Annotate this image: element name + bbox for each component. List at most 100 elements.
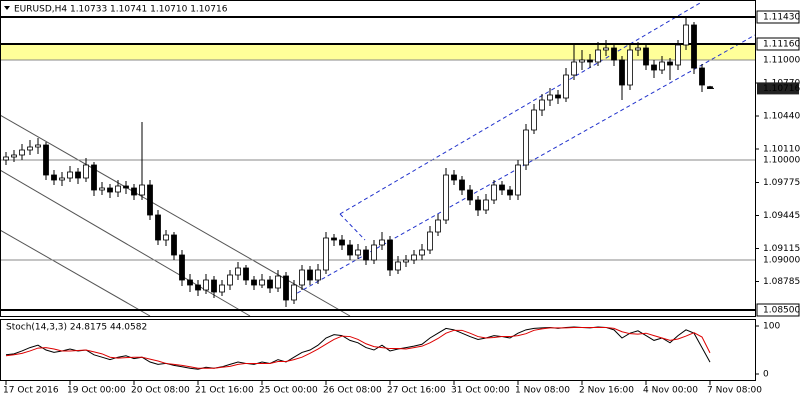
- candle-body: [227, 274, 233, 286]
- candle-body: [211, 279, 217, 293]
- candle-body: [75, 171, 81, 179]
- candle-body: [611, 47, 617, 61]
- candle-body: [107, 187, 113, 193]
- level-label: 1.11160: [763, 40, 800, 50]
- candle-body: [547, 94, 553, 101]
- candle-body: [643, 47, 649, 66]
- x-tick-label: 19 Oct 00:00: [67, 386, 126, 396]
- level-label-box: [756, 37, 800, 51]
- candle-body: [467, 189, 473, 201]
- stoch-title: Stoch(14,3,3) 24.8175 44.0582: [6, 323, 147, 333]
- level-label: 1.09000: [763, 256, 800, 266]
- level-label: 1.11000: [763, 56, 800, 66]
- main-frame: [0, 0, 756, 317]
- candle-body: [19, 149, 25, 156]
- x-tick-label: 17 Oct 2016: [3, 386, 59, 396]
- candle-body: [403, 259, 409, 263]
- stoch-line: [5, 326, 711, 369]
- candle-body: [259, 279, 265, 286]
- candle-body: [347, 244, 353, 256]
- candle-body: [443, 174, 449, 221]
- candle-body: [355, 249, 361, 256]
- candle-body: [363, 249, 369, 261]
- candle-body: [411, 254, 417, 261]
- level-label-box: [756, 10, 800, 24]
- x-tick-label: 20 Oct 08:00: [131, 386, 190, 396]
- candle-body: [131, 187, 137, 196]
- menu-arrow: [4, 6, 10, 10]
- stoch-layer: 100 0: [5, 322, 780, 380]
- candle-body: [299, 269, 305, 286]
- candle-body: [123, 185, 129, 189]
- candle-body: [99, 187, 105, 191]
- candle-body: [251, 279, 257, 286]
- candle-body: [243, 267, 249, 281]
- candle-body: [283, 275, 289, 301]
- y-tick-label: 1.09775: [763, 178, 800, 188]
- candle-body: [675, 44, 681, 66]
- candle-body: [371, 244, 377, 261]
- level-label: 1.10000: [763, 156, 800, 166]
- x-tick-label: 25 Oct 00:00: [259, 386, 318, 396]
- candle-body: [35, 144, 41, 148]
- trend-line: [0, 114, 351, 317]
- level-label: 1.11430: [763, 13, 800, 23]
- candle-body: [219, 284, 225, 293]
- candle-body: [627, 49, 633, 86]
- candle-body: [451, 174, 457, 181]
- last-price-label: 1.10716: [763, 84, 800, 94]
- candle-body: [307, 269, 313, 281]
- candle-body: [507, 189, 513, 196]
- candle-body: [171, 234, 177, 256]
- y-tick-label: 0: [763, 370, 769, 380]
- candle-body: [267, 279, 273, 289]
- candle-body: [579, 59, 585, 63]
- stoch-frame: [0, 319, 756, 381]
- candle-body: [515, 164, 521, 196]
- x-tick-label: 2 Nov 16:00: [579, 386, 634, 396]
- x-tick-label: 26 Oct 08:00: [323, 386, 382, 396]
- candle-body: [291, 284, 297, 301]
- trend-line: [0, 169, 251, 317]
- candle-body: [555, 94, 561, 99]
- zone-layer: [1, 44, 755, 60]
- y-tick-label: 1.08785: [763, 277, 800, 287]
- candle-body: [699, 67, 705, 86]
- candle-body: [11, 154, 17, 158]
- candle-body: [475, 199, 481, 211]
- candle-body: [667, 61, 673, 66]
- candle-body: [387, 239, 393, 271]
- candle-body: [427, 231, 433, 251]
- x-tick-label: 27 Oct 16:00: [387, 386, 446, 396]
- trend-line: [0, 229, 151, 317]
- y-tick-label: 1.09445: [763, 211, 800, 221]
- candle-body: [83, 164, 89, 179]
- candle-body: [203, 279, 209, 291]
- candle-body: [691, 24, 697, 69]
- candle-body: [523, 129, 529, 166]
- last-price-box: [757, 82, 799, 95]
- candle-body: [659, 61, 665, 71]
- candle-body: [531, 109, 537, 131]
- candle-body: [187, 279, 193, 286]
- candle-body: [483, 199, 489, 211]
- candle-body: [155, 214, 161, 241]
- candle-body: [491, 184, 497, 201]
- candle-body: [179, 254, 185, 281]
- candle-body: [435, 219, 441, 233]
- candle-body: [603, 47, 609, 51]
- x-tick-label: 1 Nov 08:00: [515, 386, 570, 396]
- main-layer: 1.107701.104401.101101.097751.094451.091…: [1, 10, 800, 396]
- candle-body: [379, 239, 385, 246]
- candle-body: [651, 64, 657, 71]
- candle-body: [27, 146, 33, 151]
- y-tick-label: 1.09115: [763, 244, 800, 254]
- x-tick-label: 21 Oct 16:00: [195, 386, 254, 396]
- candle-body: [619, 59, 625, 86]
- chart-title: EURUSD,H4 1.10733 1.10741 1.10710 1.1071…: [14, 5, 228, 15]
- candle-body: [683, 24, 689, 46]
- candle-body: [163, 234, 169, 241]
- candle-body: [587, 59, 593, 63]
